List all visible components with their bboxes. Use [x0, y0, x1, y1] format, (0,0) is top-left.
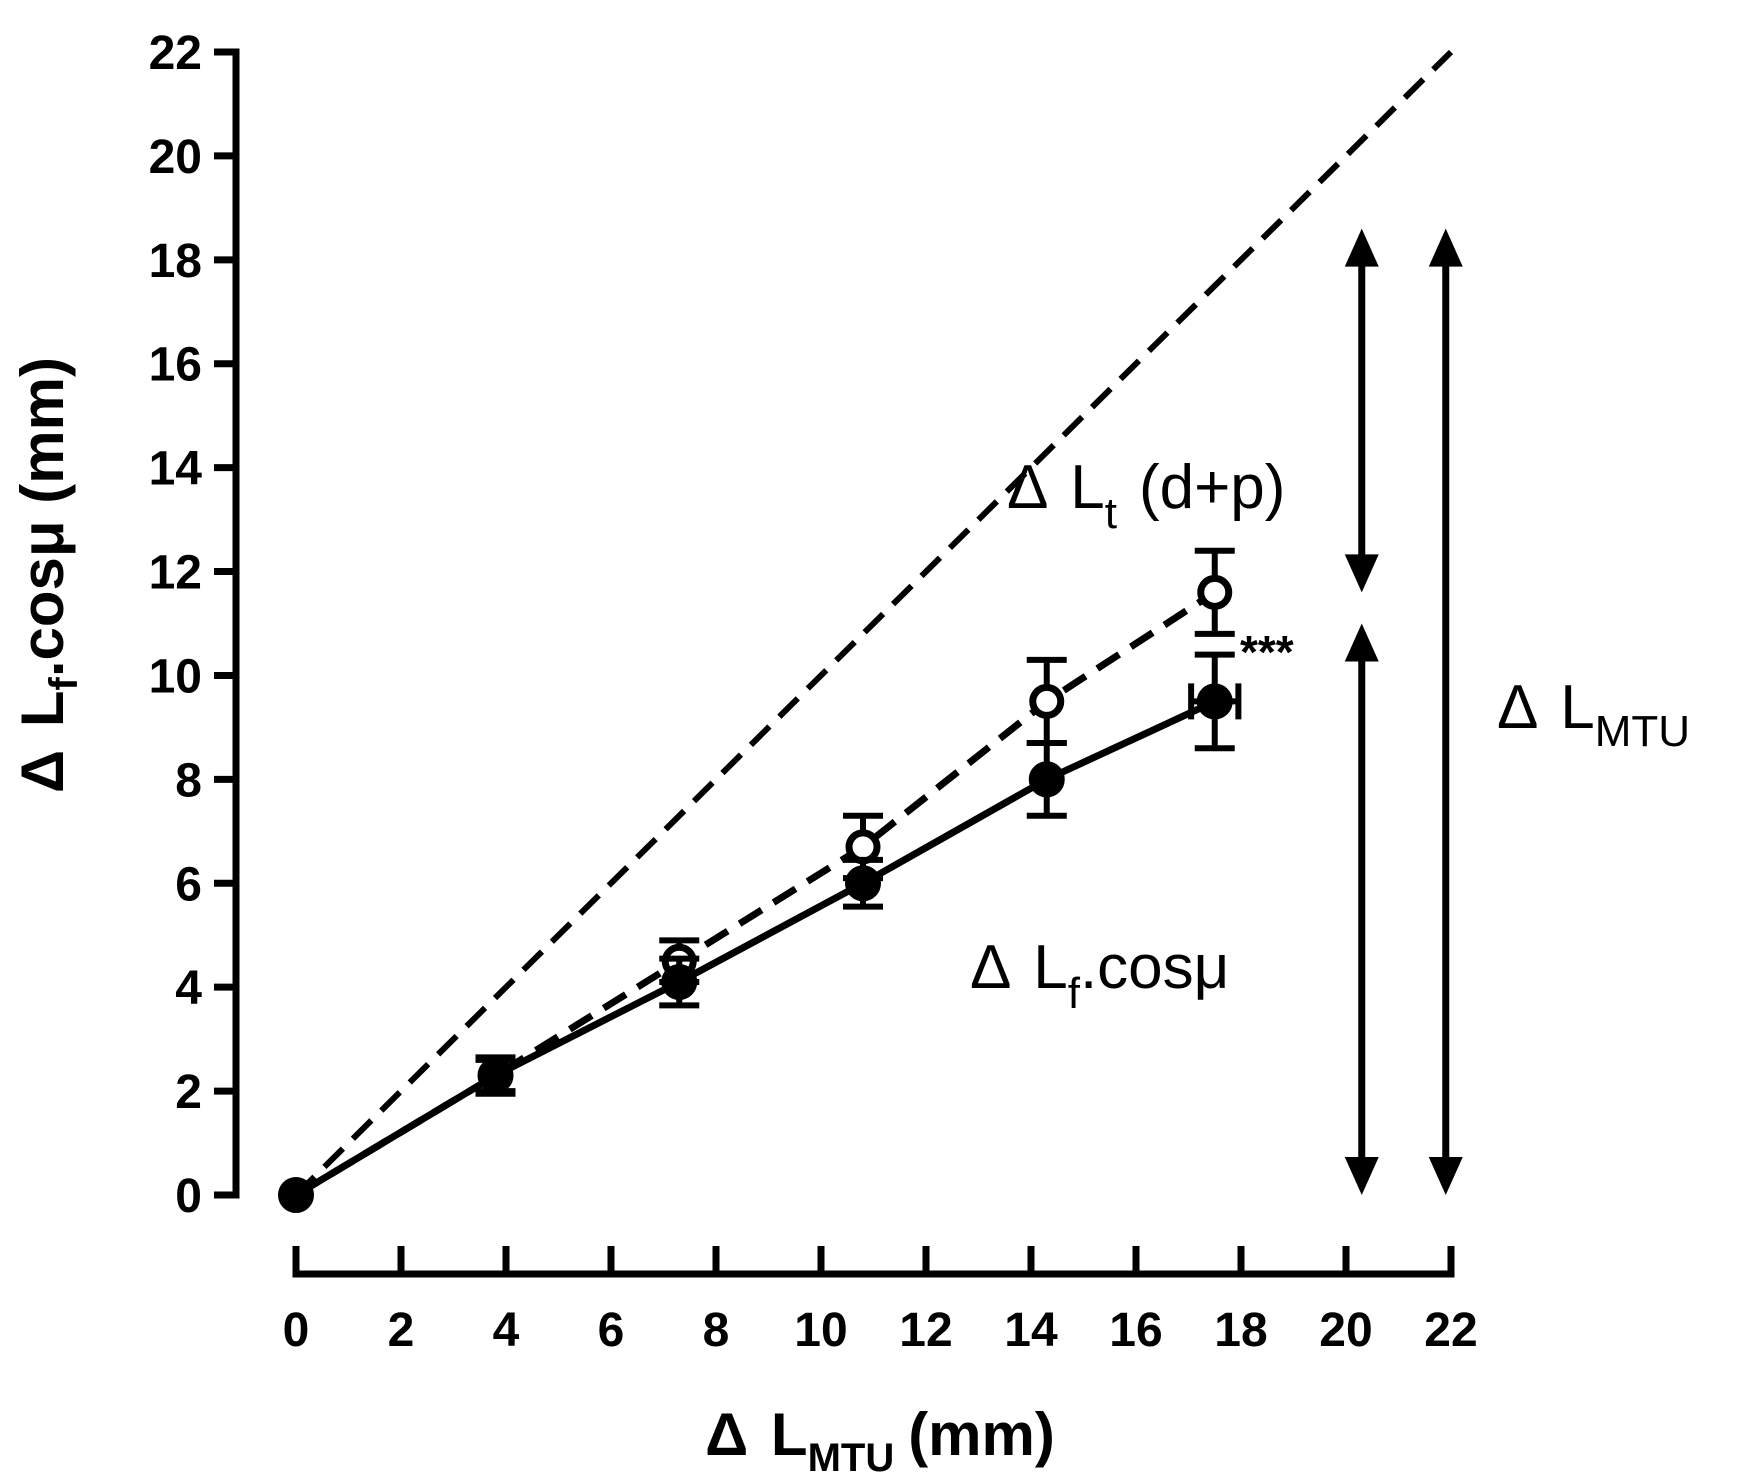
data-point-filled: [1028, 761, 1065, 798]
x-tick-label: 16: [1109, 1304, 1162, 1357]
x-axis-title-sub: MTU: [808, 1436, 895, 1480]
y-tick-label: 4: [175, 962, 202, 1015]
tendon-line: [294, 589, 1217, 1199]
x-tick-label: 6: [598, 1304, 625, 1357]
y-tick-label: 12: [149, 547, 202, 600]
data-point-filled: [845, 865, 881, 902]
x-tick-label: 2: [388, 1304, 415, 1357]
x-tick-label: 14: [1004, 1304, 1058, 1357]
y-tick-label: 6: [175, 858, 202, 911]
arrow-head-down-fascicle: [1344, 1157, 1379, 1195]
annotation-tendon-main: L: [1070, 453, 1104, 522]
x-tick-label: 4: [493, 1304, 520, 1357]
x-axis: 0 2 4 6 8 10 12 14 16 18 20 22: [283, 1246, 1478, 1357]
y-tick-label: 22: [149, 27, 202, 80]
identity-line: [293, 49, 1454, 1198]
x-tick-label: 22: [1424, 1304, 1477, 1357]
annotation-tendon-rest: (d+p): [1139, 453, 1285, 522]
y-tick-label: 2: [175, 1066, 202, 1119]
y-tick-label: 14: [149, 443, 203, 496]
y-tick-label: 10: [149, 650, 202, 703]
annotation-mtu: Δ LMTU: [1497, 673, 1690, 756]
annotation-fascicle-delta: Δ: [970, 933, 1010, 1002]
annotation-mtu-main: L: [1560, 673, 1594, 742]
annotation-mtu-sub: MTU: [1595, 707, 1690, 756]
arrow-head-up-mtu: [1428, 228, 1463, 267]
y-tick-label: 18: [149, 235, 202, 288]
y-axis-title: Δ Lf.cosμ (mm): [9, 357, 86, 793]
x-tick-label: 18: [1214, 1304, 1267, 1357]
y-tick-label: 16: [149, 339, 202, 392]
arrow-head-up-tendon: [1344, 228, 1379, 267]
annotation-tendon-delta: Δ: [1007, 453, 1047, 522]
x-tick-label: 10: [794, 1304, 847, 1357]
annotation-tendon-sub: t: [1105, 489, 1117, 538]
significance-stars: ***: [1240, 626, 1294, 678]
y-axis-title-delta: Δ: [9, 750, 76, 793]
data-point-filled: [1196, 683, 1233, 720]
data-point-filled: [477, 1057, 514, 1094]
fascicle-line: [294, 698, 1217, 1199]
y-tick-label: 0: [175, 1170, 202, 1223]
data-point-open: [845, 829, 881, 865]
annotation-fascicle: Δ Lf.cosμ: [970, 933, 1229, 1018]
x-tick-label: 12: [899, 1304, 952, 1357]
y-tick-label: 8: [175, 754, 202, 807]
data-point-open: [1197, 574, 1233, 610]
data-point-filled: [661, 963, 698, 1000]
x-axis-title-delta: Δ: [705, 1401, 748, 1468]
y-axis-title-main: L: [9, 690, 76, 727]
data-point-filled: [278, 1177, 314, 1213]
data-point-open: [1029, 683, 1065, 719]
y-tick-label: 20: [149, 131, 202, 184]
annotation-fascicle-sub: f: [1068, 969, 1081, 1018]
arrows: [1344, 228, 1463, 1195]
y-axis: 0 2 4 6 8 10 12 14 16 18 20 22: [149, 27, 240, 1223]
y-axis-title-sub: f: [42, 676, 86, 690]
x-axis-title-unit: (mm): [908, 1401, 1055, 1468]
arrow-head-down-mtu: [1428, 1157, 1463, 1195]
annotation-fascicle-rest: .cosμ: [1080, 933, 1229, 1002]
x-axis-title-main: L: [771, 1401, 808, 1468]
annotation-tendon: Δ Lt (d+p): [1007, 453, 1285, 538]
x-tick-label: 8: [703, 1304, 730, 1357]
arrow-head-up-fascicle: [1344, 623, 1379, 662]
arrow-head-down-tendon: [1344, 554, 1379, 593]
annotation-mtu-delta: Δ: [1497, 673, 1537, 742]
annotation-fascicle-main: L: [1033, 933, 1067, 1002]
x-tick-label: 0: [283, 1304, 310, 1357]
x-tick-label: 20: [1319, 1304, 1372, 1357]
plot-series: [278, 49, 1454, 1213]
x-axis-title: Δ LMTU (mm): [705, 1401, 1055, 1480]
y-axis-title-rest: .cosμ (mm): [9, 357, 76, 677]
